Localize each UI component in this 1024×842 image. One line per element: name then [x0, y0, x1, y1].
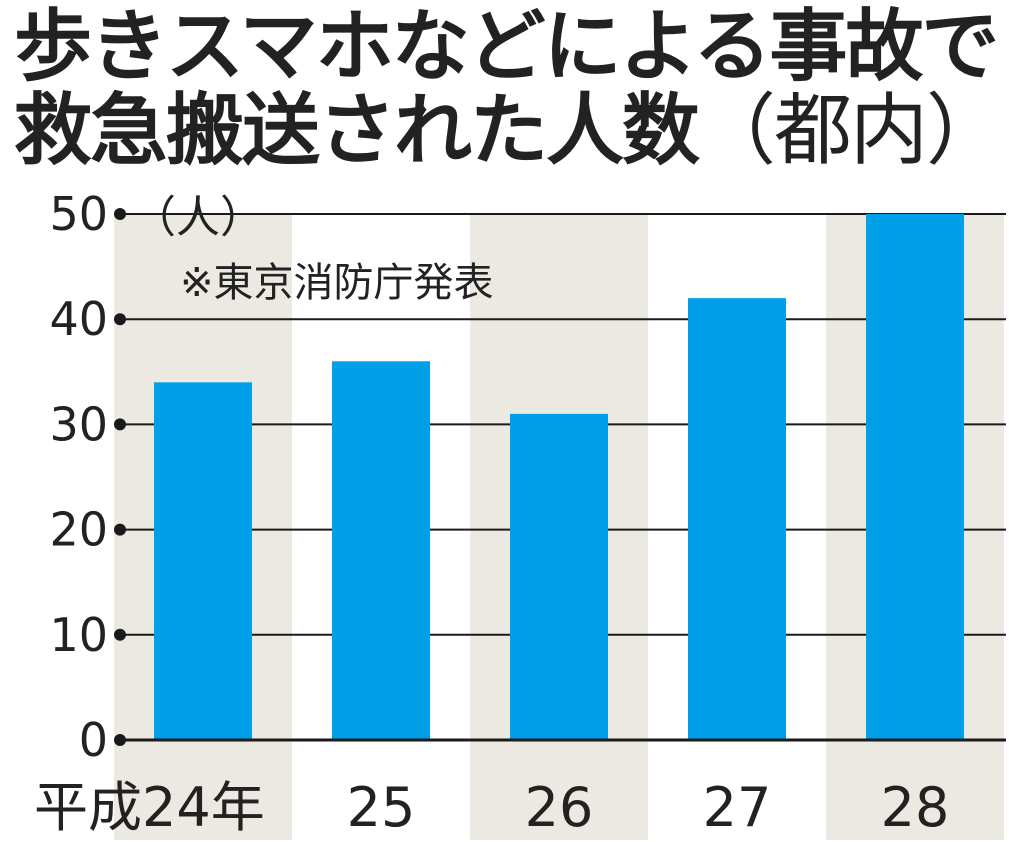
y-axis-unit: （人）: [132, 192, 264, 243]
tick-dot: [114, 628, 126, 641]
source-note: ※東京消防庁発表: [180, 260, 494, 306]
tick-dot: [114, 418, 126, 431]
chart-title-main: 救急搬送された人数: [14, 86, 700, 176]
x-tick-label: 26: [525, 776, 594, 839]
chart-title-region: （都内）: [698, 86, 1004, 176]
tick-dot: [114, 523, 126, 536]
bar: [154, 382, 252, 740]
bar: [866, 214, 964, 740]
x-tick-label: 27: [703, 776, 772, 839]
y-tick-label: 10: [49, 608, 108, 662]
y-tick-label: 30: [49, 397, 108, 451]
x-tick-label: 25: [347, 776, 416, 839]
x-axis-labels: 平成24年 25 26 27 28: [34, 776, 949, 839]
bar: [688, 298, 786, 740]
tick-dot: [114, 208, 126, 220]
y-tick-label: 50: [49, 187, 108, 241]
chart-title-line1: 歩きスマホなどによる事故で: [14, 2, 999, 92]
y-axis-ticks: 0 10 20 30 40 50: [49, 187, 126, 767]
bar: [332, 361, 430, 740]
bars: [154, 214, 964, 740]
x-tick-label: 平成24年: [34, 776, 265, 839]
bar: [510, 413, 608, 740]
x-tick-label: 28: [881, 776, 950, 839]
chart-title-line2: 救急搬送された人数（都内）: [14, 92, 1004, 170]
y-tick-label: 20: [49, 503, 108, 557]
tick-dot: [114, 313, 126, 326]
y-tick-label: 0: [79, 713, 108, 767]
y-tick-label: 40: [49, 292, 108, 346]
